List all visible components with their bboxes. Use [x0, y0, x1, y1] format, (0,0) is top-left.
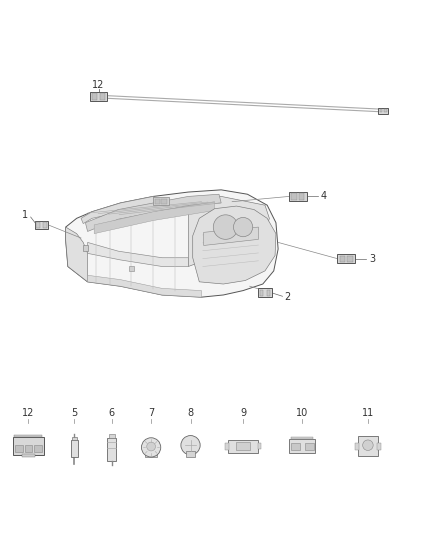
- Circle shape: [363, 440, 373, 450]
- Bar: [380, 109, 382, 112]
- Bar: [13, 437, 44, 455]
- Polygon shape: [94, 201, 215, 233]
- Text: 2: 2: [284, 292, 290, 302]
- Circle shape: [141, 438, 161, 457]
- Bar: [339, 255, 345, 262]
- Text: 4: 4: [321, 191, 327, 201]
- Text: 8: 8: [187, 408, 194, 418]
- Polygon shape: [88, 275, 201, 297]
- Text: 3: 3: [369, 254, 375, 264]
- Bar: [260, 290, 263, 296]
- Bar: [72, 437, 77, 440]
- Bar: [153, 197, 169, 205]
- Bar: [289, 439, 315, 453]
- Circle shape: [213, 215, 238, 239]
- Circle shape: [233, 217, 253, 237]
- Bar: [161, 199, 167, 204]
- Bar: [337, 254, 355, 263]
- Bar: [109, 434, 115, 438]
- Bar: [14, 435, 42, 437]
- Bar: [258, 288, 272, 297]
- Bar: [129, 265, 134, 271]
- Text: 7: 7: [148, 408, 154, 418]
- Bar: [291, 437, 313, 439]
- Bar: [299, 193, 304, 200]
- Bar: [186, 451, 195, 457]
- Polygon shape: [85, 194, 221, 231]
- Bar: [34, 445, 42, 452]
- Polygon shape: [88, 243, 188, 266]
- Bar: [225, 442, 229, 449]
- Bar: [305, 443, 314, 450]
- Text: 12: 12: [22, 408, 35, 418]
- Polygon shape: [66, 190, 278, 297]
- Text: 6: 6: [109, 408, 115, 418]
- Bar: [355, 442, 358, 449]
- Bar: [289, 191, 307, 201]
- Bar: [43, 222, 47, 228]
- Bar: [155, 199, 160, 204]
- Bar: [358, 436, 378, 456]
- Bar: [25, 445, 32, 452]
- Text: 1: 1: [22, 210, 28, 220]
- Bar: [378, 108, 388, 114]
- Bar: [291, 443, 300, 450]
- Bar: [22, 455, 35, 457]
- Bar: [35, 221, 48, 229]
- Text: 12: 12: [92, 80, 105, 90]
- Bar: [83, 245, 88, 251]
- Text: 11: 11: [362, 408, 374, 418]
- Polygon shape: [66, 227, 88, 282]
- Bar: [258, 443, 261, 449]
- Text: 9: 9: [240, 408, 246, 418]
- Bar: [92, 93, 97, 100]
- Bar: [228, 440, 258, 453]
- Polygon shape: [188, 197, 269, 266]
- Bar: [107, 438, 116, 461]
- Bar: [236, 442, 250, 450]
- Bar: [384, 109, 387, 112]
- Bar: [267, 290, 270, 296]
- Bar: [291, 193, 297, 200]
- Bar: [377, 442, 381, 449]
- Bar: [71, 440, 78, 457]
- Polygon shape: [204, 227, 258, 246]
- Bar: [145, 450, 157, 457]
- Text: 5: 5: [71, 408, 78, 418]
- Text: 10: 10: [296, 408, 308, 418]
- Circle shape: [181, 435, 200, 455]
- Bar: [15, 445, 23, 452]
- Bar: [90, 92, 107, 101]
- Bar: [36, 222, 40, 228]
- Bar: [100, 93, 105, 100]
- Bar: [347, 255, 353, 262]
- Polygon shape: [81, 197, 158, 223]
- Polygon shape: [193, 206, 276, 284]
- Circle shape: [147, 442, 155, 451]
